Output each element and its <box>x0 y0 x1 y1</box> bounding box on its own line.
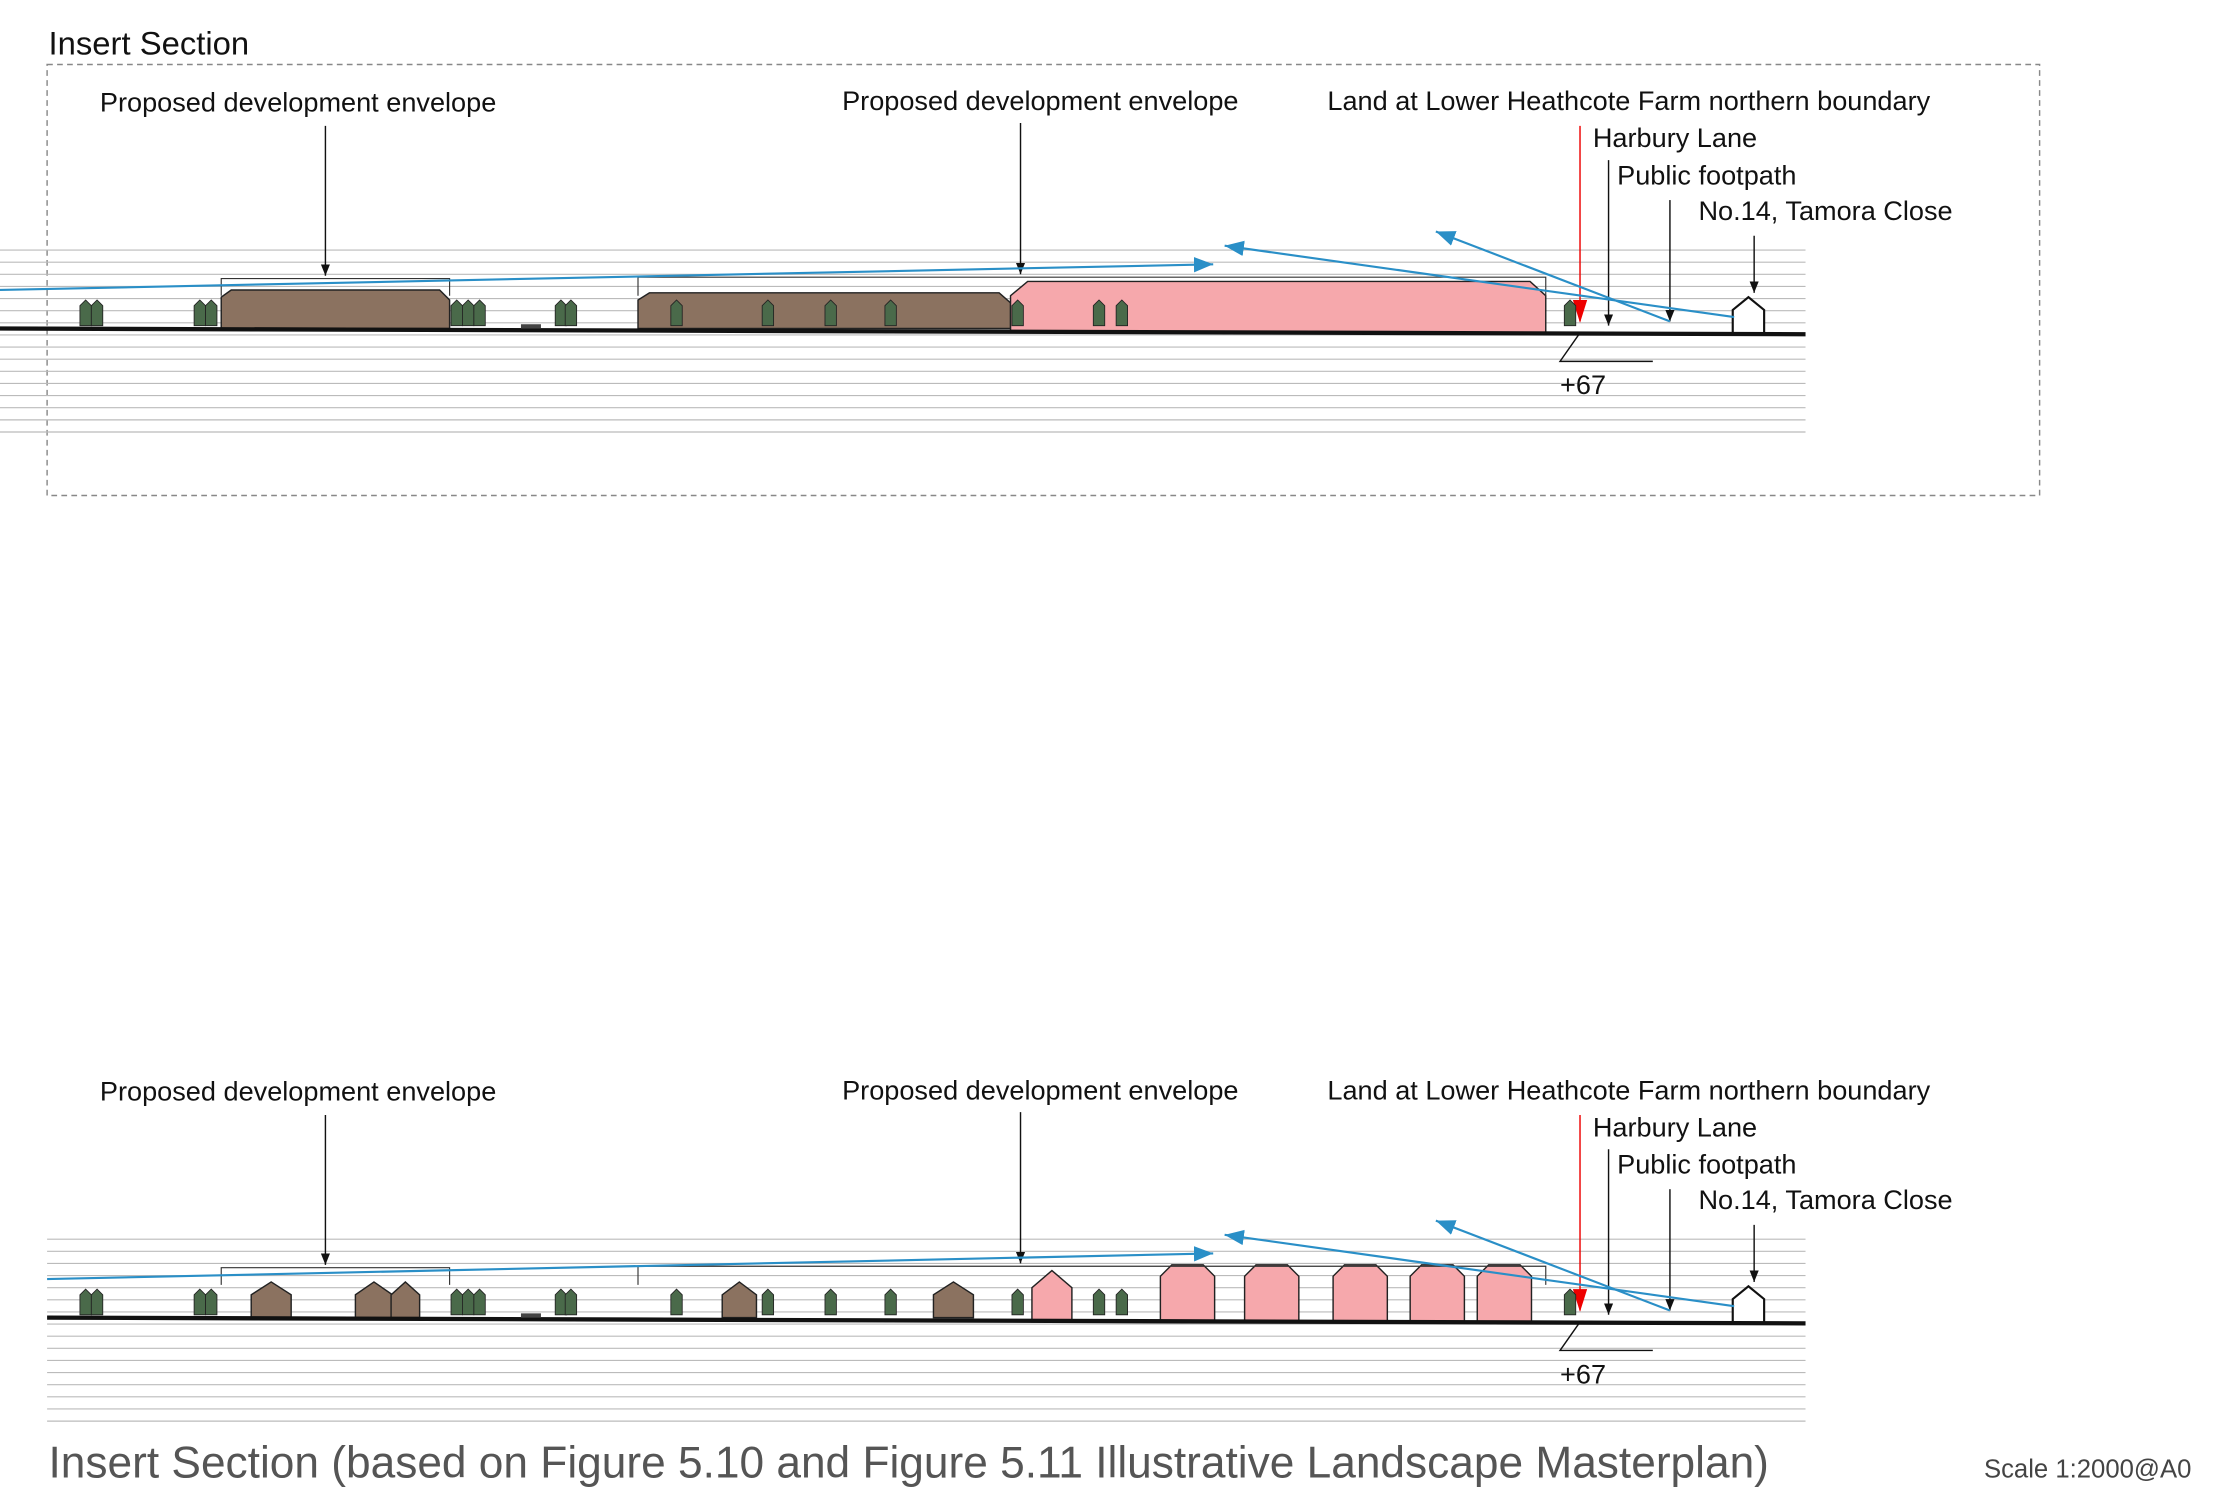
callout-label: Land at Lower Heathcote Farm northern bo… <box>1327 1074 1930 1105</box>
houses <box>1031 1264 1533 1323</box>
callout-label: Proposed development envelope <box>842 1074 1238 1105</box>
callout-label: Proposed development envelope <box>100 87 496 118</box>
callout-label: Harbury Lane <box>1593 122 1757 153</box>
caption: Insert Section (based on Figure 5.10 and… <box>49 1438 1769 1487</box>
callout-label: Land at Lower Heathcote Farm northern bo… <box>1327 85 1930 116</box>
tree <box>824 299 837 327</box>
tree <box>1115 1288 1128 1316</box>
callout-label: No.14, Tamora Close <box>1698 195 1952 226</box>
level-label: +67 <box>1560 369 1606 400</box>
tree <box>462 1288 475 1316</box>
tree <box>564 1288 578 1316</box>
tree <box>450 299 463 327</box>
bottom-section: Proposed development envelope Proposed de… <box>47 1074 1953 1422</box>
callout-label: Public footpath <box>1617 159 1796 190</box>
tree <box>884 299 897 327</box>
bench <box>520 324 541 329</box>
tree <box>1092 299 1106 327</box>
sightline <box>1435 230 1671 323</box>
scale-note: Scale 1:2000@A0 <box>1984 1455 2191 1483</box>
level-marker <box>1558 1321 1653 1352</box>
sightline <box>1224 1229 1735 1308</box>
tree <box>1115 299 1128 327</box>
tree <box>670 299 683 327</box>
tree <box>79 299 92 327</box>
bench <box>520 1313 541 1318</box>
section-title: Insert Section <box>49 24 250 61</box>
tree <box>761 1288 775 1316</box>
callout-label: Harbury Lane <box>1593 1111 1757 1142</box>
tree <box>473 299 486 327</box>
tree <box>554 299 568 327</box>
callout-label: Proposed development envelope <box>842 85 1238 116</box>
ground-line <box>47 1315 1806 1326</box>
ground-line <box>0 326 1806 337</box>
envelope-block <box>1009 280 1547 334</box>
sightline <box>0 256 1214 292</box>
tree <box>1011 1288 1024 1316</box>
tree <box>462 299 475 327</box>
sightline <box>1435 1219 1671 1312</box>
tree <box>1092 1288 1106 1316</box>
tree <box>1011 299 1024 327</box>
tree <box>884 1288 897 1316</box>
tree <box>564 299 578 327</box>
tree <box>824 1288 837 1316</box>
tree <box>193 1288 206 1316</box>
top-section: Proposed development envelope Proposed de… <box>0 85 1953 433</box>
tree <box>193 299 206 327</box>
tree <box>90 299 104 327</box>
tree <box>670 1288 683 1316</box>
callout-label: Public footpath <box>1617 1148 1796 1179</box>
tree <box>205 1288 218 1316</box>
tree <box>450 1288 463 1316</box>
callout-label: Proposed development envelope <box>100 1076 496 1107</box>
sightline <box>47 1246 1214 1281</box>
tree <box>473 1288 486 1316</box>
envelope-bracket <box>220 276 1547 296</box>
tree <box>1563 299 1577 327</box>
house-outline <box>1731 295 1766 333</box>
callout-label: No.14, Tamora Close <box>1698 1184 1952 1215</box>
tree <box>79 1288 92 1316</box>
house-outline <box>1731 1284 1766 1322</box>
insert-frame <box>46 63 2041 497</box>
boundary-marker <box>1572 299 1588 323</box>
level-label: +67 <box>1560 1358 1606 1389</box>
tree <box>1563 1288 1577 1316</box>
boundary-marker <box>1572 1289 1588 1312</box>
houses <box>250 1280 975 1319</box>
envelope-block <box>220 289 451 330</box>
tree <box>554 1288 568 1316</box>
sightline <box>1224 240 1735 319</box>
tree <box>205 299 218 327</box>
tree <box>90 1288 104 1316</box>
envelope-block <box>637 292 1012 330</box>
tree <box>761 299 775 327</box>
level-marker <box>1558 332 1653 363</box>
